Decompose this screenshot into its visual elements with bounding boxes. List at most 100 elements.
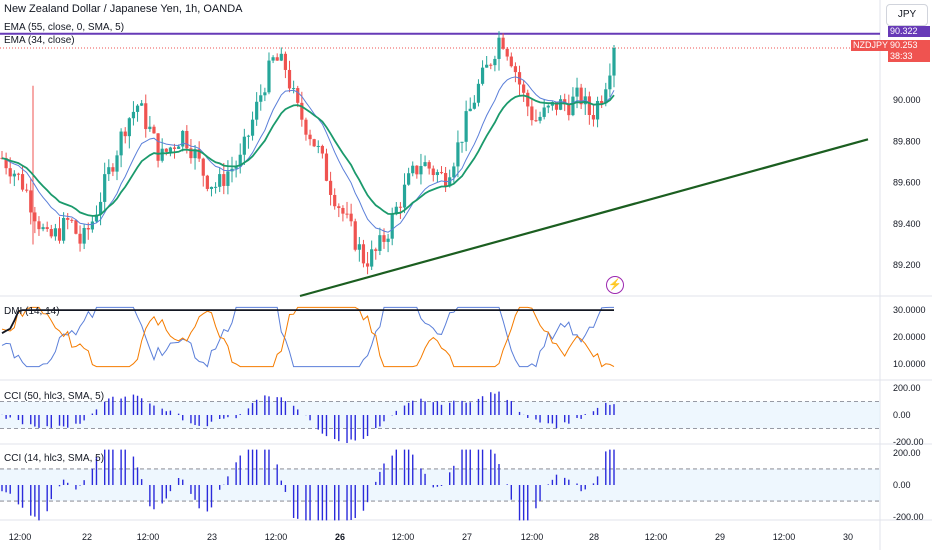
time-axis-label: 12:00: [645, 532, 668, 542]
candle-body: [250, 119, 255, 136]
candle-body: [345, 213, 349, 215]
time-axis-label: 12:00: [773, 532, 796, 542]
candle-body: [452, 166, 456, 178]
candle-body: [390, 214, 394, 239]
candle-body: [62, 217, 66, 241]
candle-body: [197, 149, 201, 159]
dmi-axis-label: 30.0000: [893, 305, 926, 315]
candle-body: [595, 100, 600, 120]
candle-body: [119, 131, 123, 156]
adx-line: [1, 309, 614, 334]
candle-body: [308, 134, 312, 140]
dmi-legend[interactable]: DMI (14, 14): [4, 306, 60, 317]
candle-body: [8, 168, 12, 177]
candle-body: [460, 141, 464, 143]
candle-body: [320, 145, 324, 154]
candle-body: [337, 206, 341, 209]
candle-body: [275, 57, 279, 61]
price-axis-label: 89.400: [893, 219, 921, 229]
candle-body: [53, 228, 57, 237]
candle-body: [357, 244, 361, 250]
candle-body: [546, 105, 550, 108]
candle-body: [287, 69, 292, 89]
candle-body: [501, 37, 505, 49]
candle-body: [382, 235, 386, 242]
candle-body: [333, 194, 337, 207]
cci14-axis-label: -200.00: [893, 512, 924, 522]
candle-body: [587, 96, 591, 115]
axes-layer: 90.000 89.800 89.600 89.400 89.200 30.0000 20.…: [9, 95, 926, 542]
candle-body: [255, 101, 259, 120]
resistance-price-tag: 90.322: [888, 26, 930, 37]
ascending-trendline: [299, 138, 869, 298]
candle-body: [530, 106, 534, 121]
cci14-legend[interactable]: CCI (14, hlc3, SMA, 5): [4, 453, 105, 464]
candle-body: [140, 103, 144, 106]
candle-body: [522, 84, 526, 93]
candle-body: [177, 146, 181, 149]
candle-body: [353, 221, 357, 250]
candle-body: [160, 148, 164, 161]
ema55-line: [1, 94, 615, 217]
symbol-tag: NZDJPY: [851, 40, 889, 51]
candle-body: [222, 174, 226, 186]
candle-body: [365, 263, 370, 267]
countdown-tag: 38:33: [888, 51, 930, 62]
candle-body: [316, 145, 320, 147]
price-axis-label: 89.600: [893, 178, 921, 188]
candle-body: [70, 219, 74, 221]
candle-body: [123, 131, 127, 137]
candle-body: [411, 165, 415, 174]
candle-body: [201, 158, 205, 176]
time-axis-label: 29: [715, 532, 725, 542]
dmi-plus-line: [1, 306, 614, 368]
candle-body: [443, 173, 448, 187]
candle-body: [509, 56, 513, 67]
cci14-axis-label: 0.00: [893, 480, 911, 490]
candle-body: [90, 221, 94, 230]
candle-body: [205, 175, 209, 189]
candle-body: [164, 148, 168, 152]
candle-body: [234, 166, 238, 169]
time-axis-label: 23: [207, 532, 217, 542]
candle-body: [579, 87, 583, 105]
cci14-axis-label: 200.00: [893, 448, 921, 458]
candle-body: [497, 37, 501, 59]
candle-body: [33, 212, 37, 222]
price-axis-label: 89.800: [893, 136, 921, 146]
cci50-legend[interactable]: CCI (50, hlc3, SMA, 5): [4, 391, 105, 402]
candle-body: [94, 214, 99, 222]
candle-body: [267, 60, 271, 93]
time-axis-label: 28: [589, 532, 599, 542]
candle-body: [259, 95, 263, 102]
time-axis-label: 12:00: [521, 532, 544, 542]
candle-body: [193, 149, 197, 159]
candle-body: [78, 233, 82, 244]
candle-body: [600, 100, 604, 104]
candle-body: [49, 228, 53, 237]
candle-body: [439, 172, 444, 174]
cci14-layer: [0, 449, 880, 521]
candle-body: [448, 177, 452, 187]
candle-body: [115, 155, 119, 172]
candle-body: [66, 217, 70, 220]
currency-button[interactable]: JPY: [886, 4, 928, 26]
candle-body: [415, 165, 419, 175]
lightning-icon[interactable]: ⚡: [606, 276, 624, 294]
candle-body: [111, 167, 115, 172]
time-axis-label: 30: [843, 532, 853, 542]
candle-body: [168, 147, 173, 152]
candle-body: [292, 88, 296, 90]
candle-body: [131, 111, 136, 119]
candle-body: [271, 57, 275, 61]
candle-body: [349, 213, 353, 222]
dmi-axis-label: 20.0000: [893, 332, 926, 342]
candle-body: [148, 126, 152, 130]
ema55-legend[interactable]: EMA (55, close, 0, SMA, 5): [4, 22, 125, 33]
cci50-axis-label: -200.00: [893, 437, 924, 447]
candle-body: [435, 172, 439, 176]
ema34-legend[interactable]: EMA (34, close): [4, 35, 75, 46]
candle-body: [468, 108, 472, 112]
